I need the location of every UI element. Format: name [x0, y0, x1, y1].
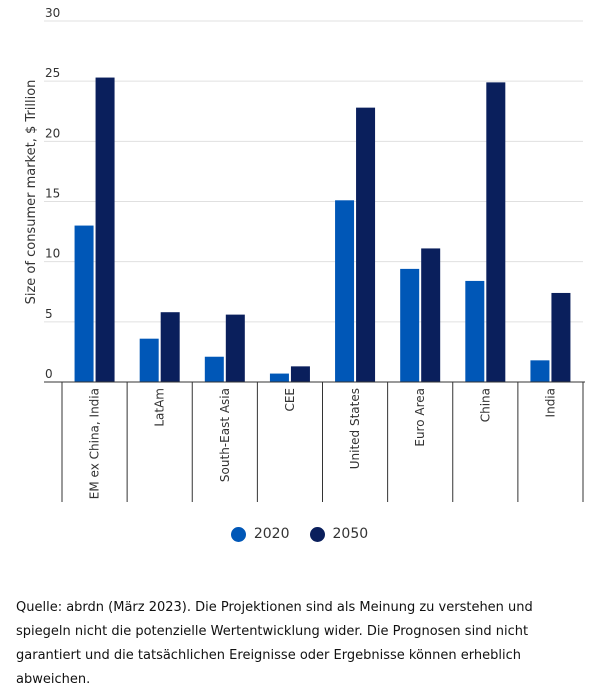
x-tick-label: China — [478, 388, 492, 422]
legend-swatch-2020 — [230, 526, 246, 542]
y-tick-label: 20 — [45, 126, 60, 140]
bar-2020[interactable] — [74, 225, 94, 382]
x-tick-label: EM ex China, India — [88, 388, 102, 499]
bar-2050[interactable] — [356, 107, 376, 382]
y-tick-label: 5 — [45, 307, 53, 321]
bar-2050[interactable] — [160, 312, 180, 382]
bar-2020[interactable] — [465, 280, 485, 382]
bar-2020[interactable] — [139, 338, 159, 382]
legend-item-2020[interactable]: 2020 — [230, 526, 290, 542]
bar-2020[interactable] — [269, 373, 289, 382]
x-tick-label: CEE — [283, 388, 297, 412]
bar-2050[interactable] — [95, 77, 115, 382]
legend: 2020 2050 — [0, 526, 599, 542]
y-tick-label: 0 — [45, 367, 53, 381]
bar-chart: 0 5 10 15 20 25 30 EM ex China, India LatAm Sout… — [24, 6, 585, 502]
y-tick-label: 15 — [45, 187, 60, 201]
bar-2050[interactable] — [551, 292, 571, 382]
legend-label-2020: 2020 — [253, 526, 290, 542]
y-tick-label: 30 — [45, 6, 60, 20]
y-axis-title: Size of consumer market, $ Trillion — [24, 80, 39, 305]
x-tick-label: India — [543, 388, 557, 417]
y-axis-ticks: 0 5 10 15 20 25 30 — [45, 6, 60, 381]
x-tick-label: Euro Area — [413, 388, 427, 447]
x-axis: EM ex China, India LatAm South-East Asia CE… — [44, 381, 585, 502]
bar-2020[interactable] — [530, 360, 550, 382]
x-tick-label: South-East Asia — [218, 388, 232, 482]
bars — [74, 77, 571, 383]
source-note: Quelle: abrdn (März 2023). Die Projektio… — [16, 600, 533, 687]
legend-swatch-2050 — [309, 526, 325, 542]
bar-2020[interactable] — [400, 268, 420, 382]
bar-2020[interactable] — [335, 200, 355, 382]
y-tick-label: 25 — [45, 66, 60, 80]
bar-2050[interactable] — [225, 314, 245, 382]
legend-label-2050: 2050 — [332, 526, 369, 542]
bar-2050[interactable] — [421, 248, 441, 382]
legend-item-2050[interactable]: 2050 — [309, 526, 369, 542]
bar-2050[interactable] — [290, 366, 310, 382]
x-tick-label: LatAm — [153, 388, 167, 427]
y-tick-label: 10 — [45, 247, 60, 261]
bar-2020[interactable] — [204, 356, 224, 382]
x-tick-label: United States — [348, 388, 362, 469]
bar-2050[interactable] — [486, 82, 506, 383]
